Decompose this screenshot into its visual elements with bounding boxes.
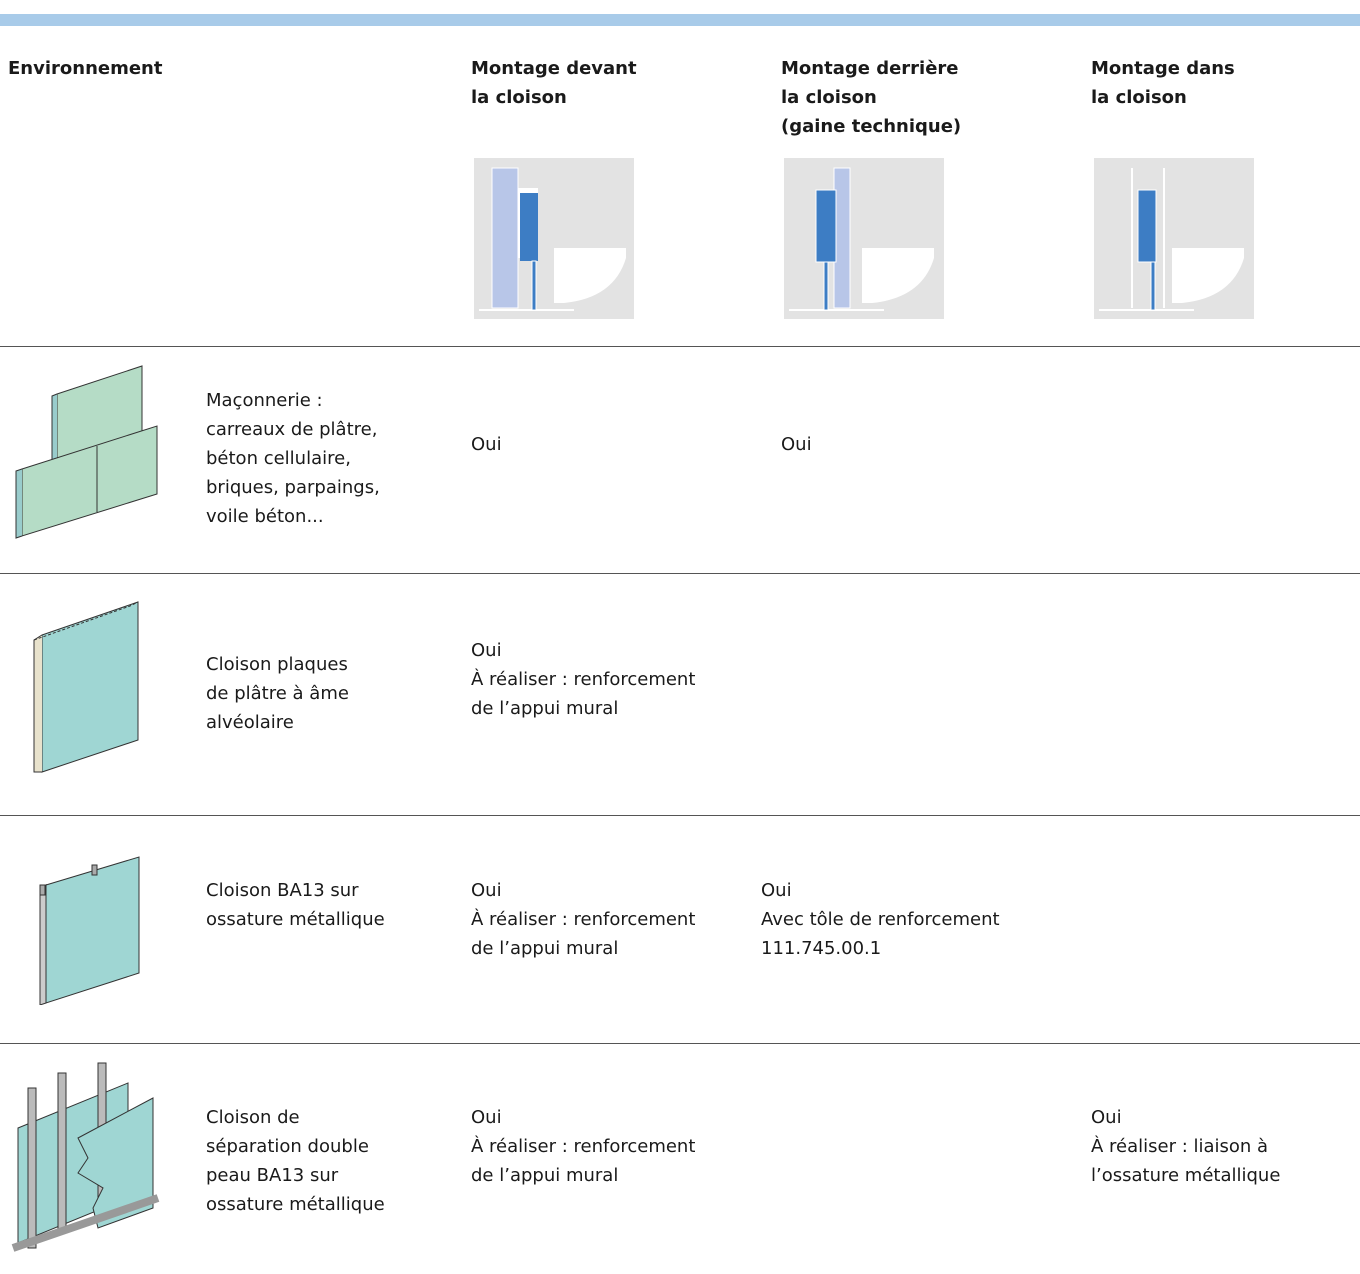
environment-description: Cloison BA13 sur ossature métallique	[206, 880, 385, 930]
row-separator	[0, 815, 1360, 816]
environment-description: Cloison de séparation double peau BA13 s…	[206, 1107, 385, 1215]
header-column: Montage dans la cloison	[1091, 58, 1235, 108]
compatibility-cell: Oui	[471, 434, 502, 455]
compatibility-cell: Oui Avec tôle de renforcement 111.745.00…	[761, 880, 1000, 959]
compatibility-cell: Oui À réaliser : renforcement de l’appui…	[471, 880, 696, 959]
compatibility-cell: Oui À réaliser : renforcement de l’appui…	[471, 1107, 696, 1186]
row-separator	[0, 346, 1360, 347]
compatibility-cell: Oui À réaliser : renforcement de l’appui…	[471, 640, 696, 719]
header-column: Montage derrière la cloison (gaine techn…	[781, 58, 962, 137]
cellular-panel-illustration	[33, 601, 139, 773]
metal-frame-panel-illustration	[39, 856, 140, 1005]
row-separator	[0, 1043, 1360, 1044]
header-column: Montage devant la cloison	[471, 58, 637, 108]
environment-description: Cloison plaques de plâtre à âme alvéolai…	[206, 654, 349, 733]
header-environment: Environnement	[8, 58, 163, 79]
front-mount-illustration	[474, 158, 634, 319]
environment-description: Maçonnerie : carreaux de plâtre, béton c…	[206, 390, 380, 527]
masonry-illustration	[15, 365, 158, 539]
behind-mount-illustration	[784, 158, 944, 319]
compatibility-cell: Oui À réaliser : liaison à l’ossature mé…	[1091, 1107, 1281, 1186]
compatibility-cell: Oui	[781, 434, 812, 455]
inside-mount-illustration	[1094, 158, 1254, 319]
row-separator	[0, 573, 1360, 574]
double-skin-illustration	[11, 1062, 160, 1252]
top-bar	[0, 14, 1360, 26]
